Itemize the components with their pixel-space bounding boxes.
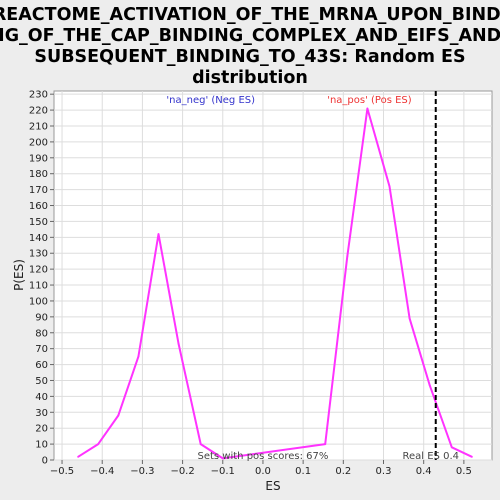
data-point — [199, 443, 202, 445]
y-tick-label: 230 — [29, 90, 48, 101]
x-axis-label: ES — [265, 479, 280, 493]
x-tick-label: −0.4 — [90, 466, 114, 477]
x-tick-label: −0.3 — [130, 466, 154, 477]
y-tick-label: 20 — [35, 424, 48, 435]
title-line-2: NG_OF_THE_CAP_BINDING_COMPLEX_AND_EIFS_A… — [0, 26, 500, 46]
legend-pos: 'na_pos' (Pos ES) — [327, 95, 412, 106]
y-tick-label: 150 — [29, 217, 48, 228]
data-point — [221, 457, 224, 460]
y-tick-label: 180 — [29, 169, 48, 180]
y-tick-label: 190 — [29, 153, 48, 164]
y-tick-label: 90 — [35, 312, 48, 323]
annotations: 'na_neg' (Neg ES) 'na_pos' (Pos ES) Sets… — [12, 95, 459, 493]
data-point — [324, 443, 327, 445]
y-tick-label: 40 — [35, 392, 48, 403]
y-tick-label: 130 — [29, 249, 48, 260]
x-tick-label: 0.3 — [376, 466, 392, 477]
x-tick-label: 0.1 — [295, 466, 311, 477]
title-line-1: REACTOME_ACTIVATION_OF_THE_MRNA_UPON_BIN… — [0, 5, 500, 25]
pos-scores-annotation: Sets with pos scores: 67% — [197, 451, 328, 462]
y-tick-label: 10 — [35, 440, 48, 451]
chart-title: REACTOME_ACTIVATION_OF_THE_MRNA_UPON_BIN… — [0, 5, 500, 88]
data-point — [346, 255, 349, 258]
y-tick-label: 50 — [35, 376, 48, 387]
x-tick-label: −0.2 — [170, 466, 194, 477]
data-point — [77, 455, 80, 458]
x-tick-label: 0.0 — [255, 466, 271, 477]
x-axis-ticks: −0.5 −0.4 −0.3 −0.2 −0.1 0.0 0.1 0.2 0.3 0.4 0.5 — [50, 460, 472, 477]
y-tick-label: 120 — [29, 265, 48, 276]
data-point — [157, 233, 160, 236]
title-line-4: distribution — [192, 68, 308, 88]
y-axis-label: P(ES) — [12, 259, 26, 291]
y-tick-label: 160 — [29, 201, 48, 212]
data-point — [177, 342, 180, 345]
es-density-line — [77, 107, 473, 460]
series — [77, 107, 473, 460]
y-tick-label: 110 — [29, 281, 48, 292]
y-tick-label: 60 — [35, 360, 48, 371]
x-tick-label: 0.2 — [335, 466, 351, 477]
y-tick-label: 140 — [29, 233, 48, 244]
data-point — [450, 446, 453, 449]
x-tick-label: −0.5 — [50, 466, 74, 477]
x-tick-label: −0.1 — [211, 466, 235, 477]
data-point — [366, 107, 369, 110]
y-tick-label: 170 — [29, 185, 48, 196]
data-point — [428, 384, 431, 387]
y-tick-label: 70 — [35, 344, 48, 355]
y-axis-ticks: 0 10 20 30 40 50 60 70 80 90 100 110 120 130 140 150 160… — [29, 90, 54, 467]
y-tick-label: 210 — [29, 121, 48, 132]
data-point — [408, 317, 411, 320]
y-tick-label: 200 — [29, 137, 48, 148]
x-tick-label: 0.4 — [416, 466, 432, 477]
real-es-annotation: Real ES 0.4 — [403, 451, 459, 462]
y-tick-label: 30 — [35, 408, 48, 419]
data-point — [117, 414, 120, 417]
y-tick-label: 0 — [42, 456, 48, 467]
data-point — [471, 455, 473, 458]
data-point — [97, 443, 100, 445]
plot-area — [53, 90, 493, 461]
data-point — [137, 355, 140, 358]
y-tick-label: 100 — [29, 296, 48, 307]
legend-neg: 'na_neg' (Neg ES) — [166, 95, 255, 106]
title-line-3: SUBSEQUENT_BINDING_TO_43S: Random ES — [34, 47, 465, 67]
y-tick-label: 220 — [29, 106, 48, 117]
grid — [54, 91, 492, 461]
data-point — [388, 185, 391, 188]
x-tick-label: 0.5 — [456, 466, 472, 477]
y-tick-label: 80 — [35, 328, 48, 339]
